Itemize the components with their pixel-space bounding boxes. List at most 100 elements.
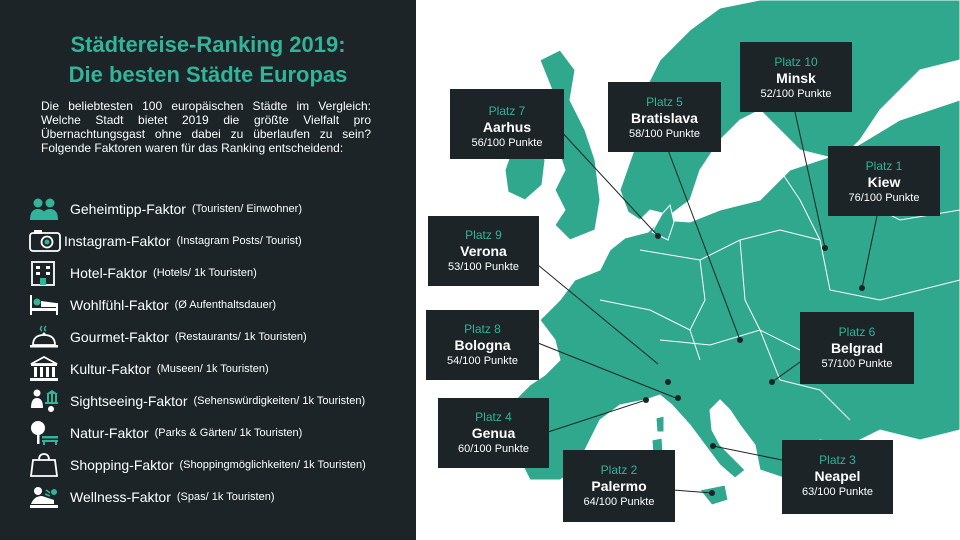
- factor-name: Shopping-Faktor: [70, 457, 174, 473]
- factor-kultur: Kultur-Faktor (Museen/ 1k Touristen): [28, 356, 269, 382]
- city-name: Neapel: [814, 468, 861, 484]
- museum-icon: [28, 356, 62, 382]
- factor-name: Wellness-Faktor: [70, 489, 171, 505]
- city-name: Kiew: [867, 174, 901, 190]
- factor-desc: (Ø Aufenthaltsdauer): [174, 299, 277, 311]
- factor-name: Instagram-Faktor: [64, 233, 171, 249]
- factor-name: Sightseeing-Faktor: [70, 393, 188, 409]
- city-box-aarhus: Platz 7 Aarhus 56/100 Punkte: [450, 89, 564, 159]
- marker-verona: [665, 379, 671, 385]
- factor-desc: (Restaurants/ 1k Touristen): [174, 331, 307, 343]
- marker-minsk: [822, 245, 828, 251]
- city-box-verona: Platz 9 Verona 53/100 Punkte: [428, 216, 539, 286]
- rank-label: Platz 2: [600, 463, 638, 477]
- spa-icon: [28, 484, 62, 510]
- factor-hotel: Hotel-Faktor (Hotels/ 1k Touristen): [28, 260, 257, 286]
- city-box-bratislava: Platz 5 Bratislava 58/100 Punkte: [608, 82, 721, 152]
- marker-neapel: [710, 443, 716, 449]
- factor-wohlfuehl: Wohlfühl-Faktor (Ø Aufenthaltsdauer): [28, 292, 276, 318]
- factor-name: Hotel-Faktor: [70, 265, 148, 281]
- marker-palermo: [709, 490, 715, 496]
- factor-desc: (Shoppingmöglichkeiten/ 1k Touristen): [179, 459, 366, 471]
- city-points: 76/100 Punkte: [848, 192, 920, 204]
- country-borders: [599, 169, 960, 421]
- factor-wellness: Wellness-Faktor (Spas/ 1k Touristen): [28, 484, 275, 510]
- city-name: Aarhus: [482, 119, 532, 135]
- factor-gourmet: Gourmet-Faktor (Restaurants/ 1k Touriste…: [28, 324, 307, 350]
- land-corsica: [655, 415, 665, 433]
- factor-name: Geheimtipp-Faktor: [70, 201, 186, 217]
- factor-name: Wohlfühl-Faktor: [70, 297, 169, 313]
- city-name: Bratislava: [631, 110, 698, 126]
- cloche-icon: [28, 324, 62, 350]
- city-name: Bologna: [454, 337, 511, 353]
- factor-desc: (Museen/ 1k Touristen): [156, 363, 269, 375]
- city-name: Verona: [460, 243, 507, 259]
- rank-label: Platz 8: [464, 322, 501, 336]
- rank-label: Platz 7: [488, 104, 526, 118]
- city-points: 64/100 Punkte: [583, 496, 655, 508]
- marker-bratislava: [737, 337, 743, 343]
- marker-genua: [643, 397, 649, 403]
- city-name: Genua: [471, 425, 516, 441]
- rank-label: Platz 1: [865, 159, 903, 173]
- title-line-1: Städtereise-Ranking 2019:: [70, 32, 346, 57]
- bench-tree-icon: [28, 420, 62, 446]
- city-points: 53/100 Punkte: [448, 261, 519, 273]
- title-line-2: Die besten Städte Europas: [68, 62, 348, 87]
- marker-belgrad: [769, 379, 775, 385]
- factor-name: Gourmet-Faktor: [70, 329, 169, 345]
- marker-bologna: [675, 395, 681, 401]
- city-box-palermo: Platz 2 Palermo 64/100 Punkte: [563, 450, 675, 522]
- factor-instagram: Instagram-Faktor (Instagram Posts/ Touri…: [28, 228, 302, 254]
- factor-desc: (Hotels/ 1k Touristen): [153, 267, 257, 279]
- marker-aarhus: [655, 233, 661, 239]
- city-box-bologna: Platz 8 Bologna 54/100 Punkte: [426, 310, 539, 380]
- factor-desc: (Touristen/ Einwohner): [191, 203, 302, 215]
- shopping-bag-icon: [28, 452, 62, 478]
- sightseeing-icon: [28, 388, 62, 414]
- hotel-icon: [28, 260, 62, 286]
- city-box-kiew: Platz 1 Kiew 76/100 Punkte: [828, 146, 940, 216]
- factor-desc: (Sehenswürdigkeiten/ 1k Touristen): [193, 395, 366, 407]
- page-title: Städtereise-Ranking 2019: Die besten Stä…: [0, 30, 416, 90]
- city-box-genua: Platz 4 Genua 60/100 Punkte: [438, 398, 549, 468]
- rank-label: Platz 3: [819, 453, 856, 467]
- city-points: 52/100 Punkte: [760, 88, 832, 100]
- camera-icon: [28, 228, 62, 254]
- factor-desc: (Instagram Posts/ Tourist): [176, 235, 302, 247]
- factor-natur: Natur-Faktor (Parks & Gärten/ 1k Tourist…: [28, 420, 302, 446]
- city-points: 57/100 Punkte: [821, 358, 893, 370]
- factor-desc: (Spas/ 1k Touristen): [176, 491, 275, 503]
- intro-text: Die beliebtesten 100 europäischen Städte…: [41, 99, 371, 155]
- marker-kiew: [859, 285, 865, 291]
- factor-geheimtipp: Geheimtipp-Faktor (Touristen/ Einwohner): [28, 196, 302, 222]
- city-box-belgrad: Platz 6 Belgrad 57/100 Punkte: [800, 312, 914, 384]
- rank-label: Platz 4: [475, 410, 512, 424]
- rank-label: Platz 9: [465, 228, 502, 242]
- city-box-minsk: Platz 10 Minsk 52/100 Punkte: [740, 42, 852, 112]
- info-panel: Städtereise-Ranking 2019: Die besten Stä…: [0, 0, 416, 540]
- bed-icon: [28, 292, 62, 318]
- factor-name: Natur-Faktor: [70, 425, 149, 441]
- land-denmark: [651, 203, 675, 241]
- city-name: Minsk: [776, 70, 816, 86]
- factor-sightseeing: Sightseeing-Faktor (Sehenswürdigkeiten/ …: [28, 388, 365, 414]
- city-points: 58/100 Punkte: [629, 128, 700, 140]
- city-points: 56/100 Punkte: [471, 137, 543, 149]
- factor-desc: (Parks & Gärten/ 1k Touristen): [154, 427, 303, 439]
- rank-label: Platz 10: [774, 55, 818, 69]
- city-box-neapel: Platz 3 Neapel 63/100 Punkte: [782, 440, 893, 514]
- factor-shopping: Shopping-Faktor (Shoppingmöglichkeiten/ …: [28, 452, 366, 478]
- rank-label: Platz 5: [646, 95, 683, 109]
- city-points: 63/100 Punkte: [802, 486, 873, 498]
- factor-name: Kultur-Faktor: [70, 361, 151, 377]
- city-name: Belgrad: [830, 340, 884, 356]
- city-name: Palermo: [591, 478, 647, 494]
- connector-lines: [537, 111, 879, 494]
- city-points: 54/100 Punkte: [447, 355, 518, 367]
- people-icon: [28, 196, 62, 222]
- city-markers: [643, 233, 865, 496]
- rank-label: Platz 6: [838, 325, 876, 339]
- city-points: 60/100 Punkte: [458, 443, 529, 455]
